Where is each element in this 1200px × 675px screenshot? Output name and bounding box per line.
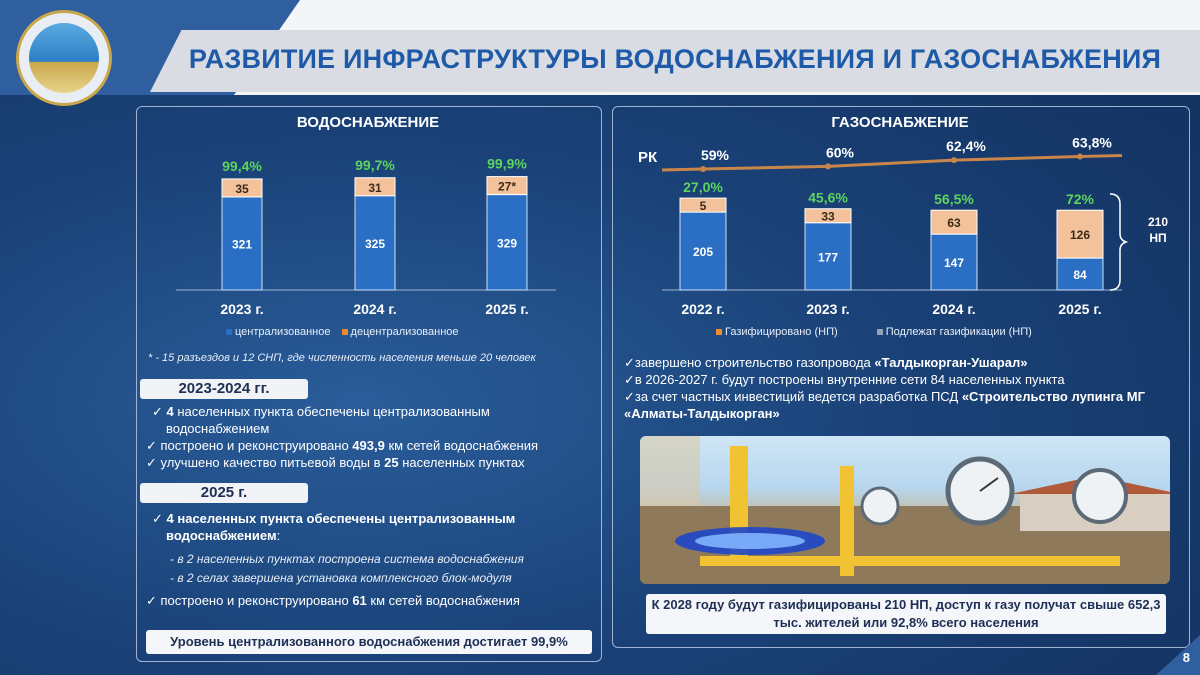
water-sub-1: - в 2 населенных пунктах построена систе… (170, 552, 524, 566)
gasification-percent: 72% (1066, 191, 1095, 207)
year-label: 2023 г. (220, 301, 263, 317)
gasification-percent: 56,5% (934, 191, 974, 207)
year-label: 2023 г. (806, 301, 849, 317)
bar-value-to-gasify: 147 (944, 256, 964, 270)
water-bullets-2023: ✓ 4 населенных пункта обеспечены централ… (146, 403, 596, 471)
rk-point (951, 157, 957, 164)
coverage-percent: 99,7% (355, 157, 395, 173)
gasification-percent: 27,0% (683, 179, 723, 195)
bar-value-gasified: 126 (1070, 228, 1090, 242)
bar-value-decentralized: 35 (235, 182, 249, 196)
period-badge-2023-2024: 2023-2024 гг. (140, 379, 308, 399)
legend-swatch-to-gasify (876, 329, 883, 335)
gas-infrastructure-photo (640, 436, 1170, 584)
bar-value-decentralized: 27* (498, 180, 516, 194)
gas-legend: Газифицировано (НП) Подлежат газификации… (716, 326, 1032, 338)
legend-swatch-gasified (716, 329, 722, 335)
period-badge-2025: 2025 г. (140, 483, 308, 503)
legend-central: централизованное (235, 326, 331, 338)
legend-to-gasify: Подлежат газификации (НП) (885, 326, 1032, 338)
bar-decentralized (354, 177, 396, 197)
water-bullet-2025-last: ✓ построено и реконструировано 61 км сет… (146, 593, 520, 608)
water-title: ВОДОСНАБЖЕНИЕ (296, 114, 440, 131)
gas-title: ГАЗОСНАБЖЕНИЕ (831, 114, 969, 131)
bar-to-gasify (804, 222, 852, 291)
bar-centralized (221, 196, 263, 291)
water-footnote: * - 15 разъездов и 12 СНП, где численнос… (148, 352, 536, 364)
bar-value-centralized: 329 (497, 236, 517, 250)
rk-point (825, 163, 831, 170)
bar-gasified (1056, 209, 1104, 259)
rk-label: РК (638, 149, 658, 166)
bar-value-to-gasify: 177 (818, 250, 838, 264)
page-number: 8 (1182, 650, 1190, 665)
year-label: 2024 г. (932, 301, 975, 317)
bar-gasified (930, 209, 978, 235)
bracket-number: 210 (1148, 215, 1168, 229)
rk-value: 59% (701, 147, 730, 163)
bar-value-decentralized: 31 (368, 181, 382, 195)
bar-gasified (804, 208, 852, 224)
year-label: 2022 г. (681, 301, 724, 317)
bar-value-gasified: 63 (947, 216, 961, 230)
coverage-percent: 99,4% (222, 158, 262, 174)
photo-illustration (640, 436, 1170, 584)
emblem-icon (29, 23, 99, 93)
bar-centralized (354, 195, 396, 291)
gas-panel (612, 106, 1190, 648)
bar-value-gasified: 5 (700, 199, 707, 213)
gas-summary-box: К 2028 году будут газифицированы 210 НП,… (646, 594, 1166, 634)
bar-value-to-gasify: 84 (1073, 268, 1087, 282)
bar-value-gasified: 33 (821, 210, 835, 224)
page-title: РАЗВИТИЕ ИНФРАСТРУКТУРЫ ВОДОСНАБЖЕНИЯ И … (188, 44, 1162, 74)
bar-to-gasify (1056, 257, 1104, 291)
gas-bullet-2: ✓в 2026-2027 г. будут построены внутренн… (624, 372, 1065, 387)
gasification-percent: 45,6% (808, 190, 848, 206)
bar-gasified (679, 197, 727, 213)
year-label: 2025 г. (1058, 301, 1101, 317)
coverage-percent: 99,9% (487, 156, 527, 172)
bar-decentralized (221, 178, 263, 198)
gas-chart: РК 59% 60% 62,4% 63,8% 205 5 27,0% 2022 г. 177 33 4… (638, 135, 1168, 317)
water-bullet-2025-main: ✓ 4 населенных пункта обеспечены централ… (152, 511, 516, 543)
bar-centralized (486, 194, 528, 291)
bar-value-centralized: 325 (365, 237, 385, 251)
emblem-logo (16, 10, 112, 106)
bar-to-gasify (930, 233, 978, 291)
bar-value-to-gasify: 205 (693, 245, 713, 259)
bar-decentralized (486, 176, 528, 196)
rk-value: 63,8% (1072, 135, 1112, 151)
rk-point (700, 166, 706, 172)
bar-to-gasify (679, 211, 727, 291)
water-summary-box: Уровень централизованного водоснабжения … (146, 630, 592, 654)
water-chart: 321 35 99,4% 2023 г. 325 31 99,7% 2024 г. 329 27*… (176, 156, 556, 317)
water-panel (136, 106, 602, 662)
rk-value: 60% (826, 144, 855, 160)
title-bar (150, 30, 1200, 92)
legend-decentral: децентрализованное (350, 326, 459, 338)
legend-swatch-central (226, 329, 232, 335)
bracket (1109, 193, 1129, 291)
bullet-1: ✓ 4 населенных пункта обеспечены централ… (152, 404, 490, 436)
gas-bullet-1: ✓завершено строительство газопровода «Та… (624, 355, 1028, 370)
gas-bullets: ✓завершено строительство газопровода «Та… (624, 354, 1180, 422)
bullet-3: ✓ улучшено качество питьевой воды в 25 н… (146, 455, 525, 470)
water-legend: централизованное децентрализованное (226, 326, 459, 338)
rk-point (1077, 153, 1083, 160)
legend-gasified: Газифицировано (НП) (725, 326, 838, 338)
year-label: 2025 г. (485, 301, 528, 317)
bar-value-centralized: 321 (232, 237, 252, 251)
rk-value: 62,4% (946, 138, 986, 154)
water-sub-2: - в 2 селах завершена установка комплекс… (170, 571, 512, 585)
gas-bullet-3: ✓за счет частных инвестиций ведется разр… (624, 389, 1145, 421)
rk-line (661, 153, 1123, 172)
bullet-2: ✓ построено и реконструировано 493,9 км … (146, 438, 539, 453)
year-label: 2024 г. (353, 301, 396, 317)
bracket-unit: НП (1149, 231, 1166, 245)
legend-swatch-decentral (341, 329, 348, 335)
